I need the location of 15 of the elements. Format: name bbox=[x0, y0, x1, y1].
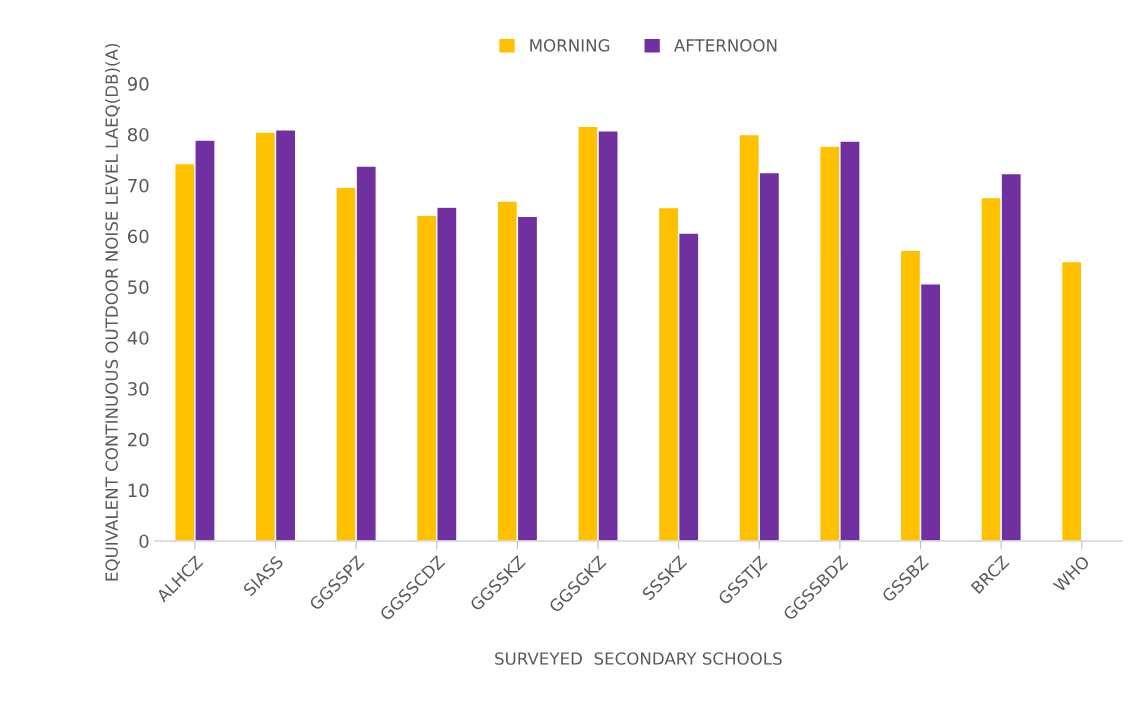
y-tick-label: 60 bbox=[128, 229, 149, 244]
y-tick-label: 20 bbox=[128, 432, 149, 447]
y-tick-label: 80 bbox=[127, 127, 149, 142]
legend-label: AFTERNOON bbox=[673, 39, 777, 52]
y-tick-label: 0 bbox=[139, 534, 149, 549]
y-tick-label: 50 bbox=[128, 280, 149, 295]
y-axis-title: EQUIVALENT CONTINUOUS OUTDOOR NOISE LEVEL LAEQ(DB)(A) bbox=[105, 43, 120, 581]
x-axis-title: SURVEYED SECONDARY SCHOOLS bbox=[495, 652, 782, 665]
y-tick-label: 70 bbox=[128, 178, 149, 193]
legend-label: MORNING bbox=[530, 39, 610, 52]
bar bbox=[1060, 260, 1083, 541]
y-tick-label: 30 bbox=[128, 381, 149, 396]
y-tick-label: 10 bbox=[128, 483, 149, 498]
y-tick-label: 40 bbox=[127, 331, 149, 345]
y-tick-label: 90 bbox=[127, 77, 149, 91]
